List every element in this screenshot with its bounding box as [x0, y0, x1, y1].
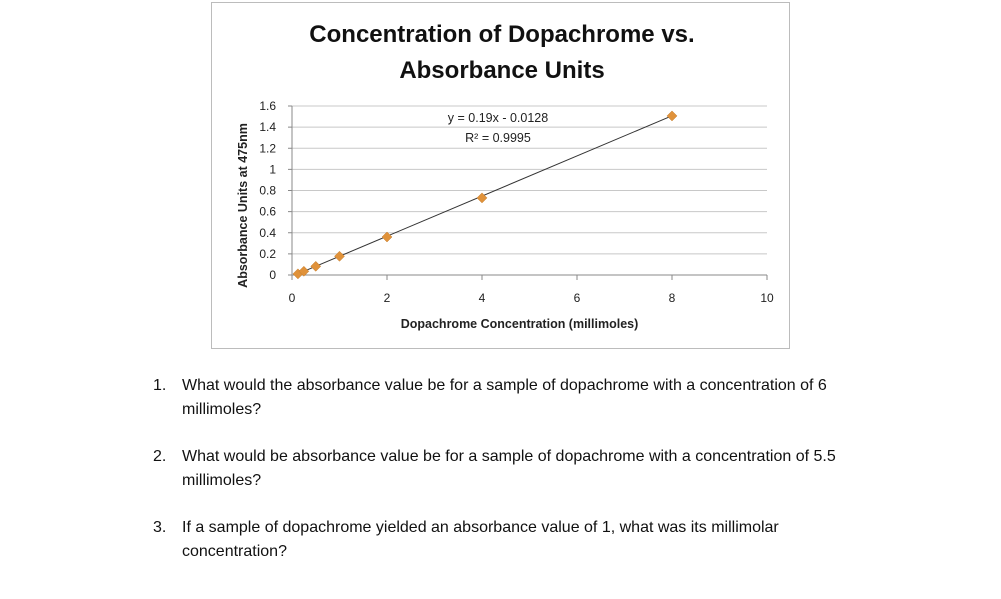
x-tick-label: 0	[289, 291, 296, 305]
data-point	[310, 260, 322, 272]
question-text: If a sample of dopachrome yielded an abs…	[182, 519, 779, 560]
data-point	[298, 265, 310, 277]
trendline	[297, 115, 673, 275]
x-tick-label: 8	[669, 291, 676, 305]
trendline-equation: y = 0.19x - 0.0128	[448, 111, 548, 125]
y-tick-label: 1.2	[259, 141, 276, 155]
chart-title: Concentration of Dopachrome vs. Absorban…	[309, 21, 695, 84]
question-number: 3.	[153, 519, 167, 536]
data-point	[666, 110, 678, 122]
y-tick-label: 1.4	[259, 120, 276, 134]
y-tick-label: 0.8	[259, 184, 276, 198]
question-text: What would the absorbance value be for a…	[182, 377, 827, 418]
x-tick-label: 4	[479, 291, 486, 305]
chart-frame: 0 0.2 0.4 0.6 0.8 1 1.2 1.4 1.6 0 2 4 6 8 10 Dopachrome…	[211, 2, 790, 349]
question-text: What would be absorbance value be for a …	[182, 448, 836, 489]
x-tick-label: 2	[384, 291, 391, 305]
y-tick-label: 0	[269, 268, 276, 282]
question-number: 2.	[153, 448, 167, 465]
x-tick-label: 6	[574, 291, 581, 305]
question-number: 1.	[153, 377, 167, 394]
data-point	[334, 250, 345, 262]
y-tick-label: 0.6	[259, 205, 276, 219]
y-tick-label: 0.4	[259, 226, 276, 240]
data-point	[381, 231, 393, 243]
y-tick-label: 1.6	[259, 99, 276, 113]
x-axis-label: Dopachrome Concentration (millimoles)	[401, 317, 639, 331]
y-tick-label: 1	[269, 162, 276, 176]
chart: 0 0.2 0.4 0.6 0.8 1 1.2 1.4 1.6 0 2 4 6 8 10 Dopachrome…	[236, 99, 774, 331]
y-tick-label: 0.2	[259, 247, 276, 261]
data-point	[476, 192, 488, 204]
x-tick-label: 10	[760, 291, 774, 305]
trendline-r-squared: R² = 0.9995	[465, 131, 531, 145]
y-axis-label: Absorbance Units at 475nm	[236, 123, 250, 288]
